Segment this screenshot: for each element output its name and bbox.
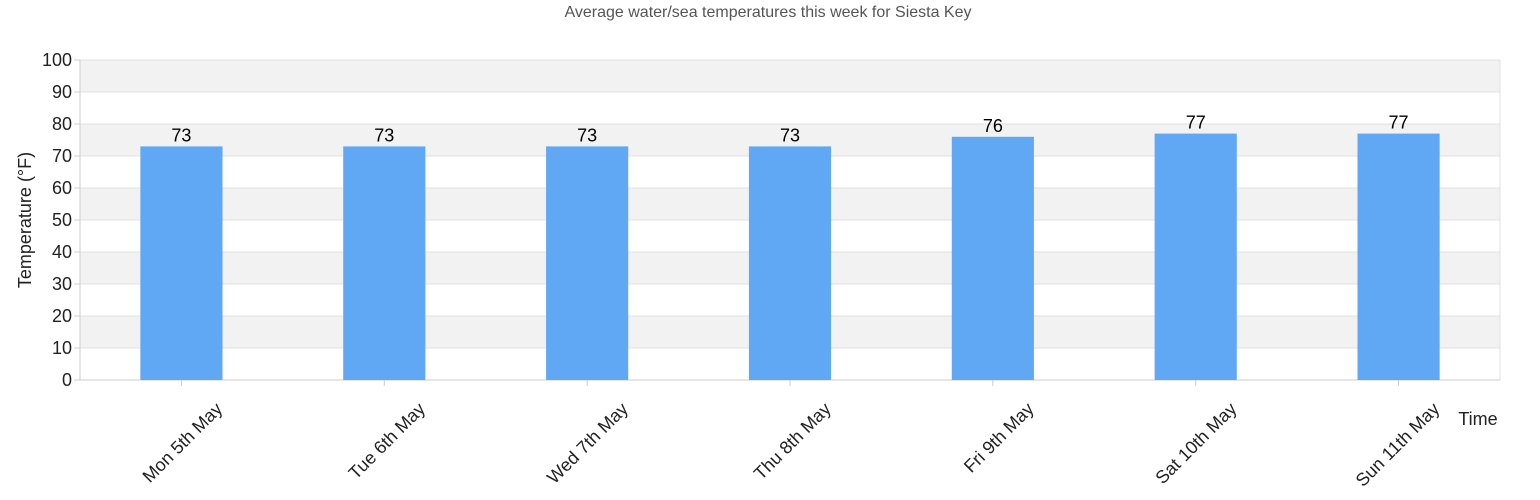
bar bbox=[343, 146, 426, 380]
bar bbox=[546, 146, 629, 380]
x-tick-label: Fri 9th May bbox=[960, 399, 1038, 477]
bar-value-labels: 73 73 73 73 76 77 77 bbox=[171, 113, 1408, 146]
x-tick-label: Sun 11th May bbox=[1352, 399, 1444, 491]
bar-value-label: 73 bbox=[374, 125, 394, 145]
x-tick-label: Mon 5th May bbox=[139, 399, 227, 487]
bar bbox=[748, 146, 832, 380]
x-axis-label: Time bbox=[1458, 409, 1497, 429]
y-tick-label: 80 bbox=[52, 114, 72, 134]
bar-value-label: 77 bbox=[1389, 113, 1409, 133]
y-tick-label: 20 bbox=[52, 306, 72, 326]
bar bbox=[1154, 133, 1237, 380]
x-axis-ticks: Mon 5th May Tue 6th May Wed 7th May Thu 8th… bbox=[139, 380, 1444, 491]
y-tick-label: 0 bbox=[62, 370, 72, 390]
bar-value-label: 73 bbox=[577, 125, 597, 145]
bar bbox=[951, 136, 1034, 380]
y-tick-label: 30 bbox=[52, 274, 72, 294]
chart-title: Average water/sea temperatures this week… bbox=[564, 4, 971, 21]
y-tick-label: 90 bbox=[52, 82, 72, 102]
y-axis-ticks: 0 10 20 30 40 50 60 70 80 90 100 bbox=[42, 50, 80, 390]
bar-value-label: 73 bbox=[780, 125, 800, 145]
bar-value-label: 73 bbox=[171, 125, 191, 145]
y-tick-label: 70 bbox=[52, 146, 72, 166]
bar bbox=[1357, 133, 1440, 380]
bar-value-label: 76 bbox=[983, 116, 1003, 136]
y-tick-label: 10 bbox=[52, 338, 72, 358]
x-tick-label: Sat 10th May bbox=[1151, 399, 1240, 488]
x-tick-label: Wed 7th May bbox=[543, 399, 632, 488]
bars bbox=[140, 133, 1440, 380]
bar bbox=[140, 146, 223, 380]
x-tick-label: Tue 6th May bbox=[345, 399, 429, 483]
bar-value-label: 77 bbox=[1186, 113, 1206, 133]
y-tick-label: 40 bbox=[52, 242, 72, 262]
y-tick-label: 60 bbox=[52, 178, 72, 198]
background-band bbox=[80, 60, 1500, 92]
x-tick-label: Thu 8th May bbox=[750, 399, 835, 484]
y-tick-label: 100 bbox=[42, 50, 72, 70]
y-tick-label: 50 bbox=[52, 210, 72, 230]
y-axis-label: Temperature (°F) bbox=[15, 152, 35, 288]
